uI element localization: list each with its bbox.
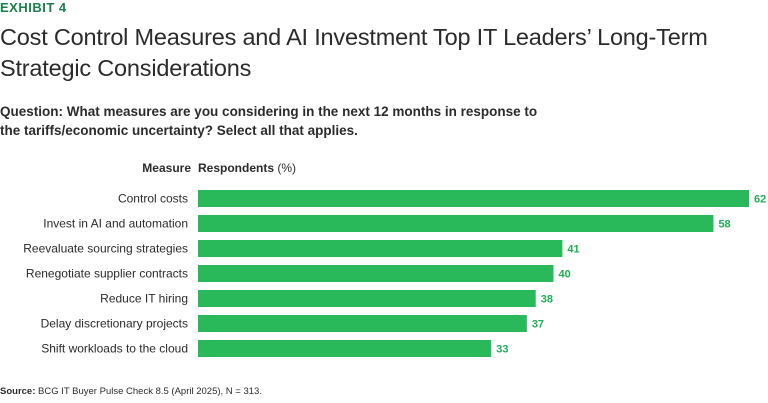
category-label: Reduce IT hiring	[100, 292, 188, 306]
exhibit-label: EXHIBIT 4	[0, 0, 67, 15]
category-label: Renegotiate supplier contracts	[26, 267, 188, 281]
value-label: 38	[541, 294, 553, 306]
value-label: 40	[558, 269, 570, 281]
source-note: Source: BCG IT Buyer Pulse Check 8.5 (Ap…	[0, 386, 262, 397]
bar	[198, 240, 563, 257]
value-label: 41	[567, 244, 579, 256]
column-header-unit: (%)	[277, 161, 297, 175]
bar	[198, 290, 536, 307]
bar	[198, 265, 554, 282]
bar	[198, 215, 714, 232]
value-label: 37	[532, 319, 544, 331]
category-label: Invest in AI and automation	[43, 217, 188, 231]
category-label: Reevaluate sourcing strategies	[23, 242, 188, 256]
value-label: 58	[718, 219, 730, 231]
column-header-respondents-label: Respondents	[198, 161, 275, 175]
source-label: Source:	[0, 386, 36, 397]
category-label: Delay discretionary projects	[41, 317, 188, 331]
bar	[198, 315, 527, 332]
column-header-respondents: Respondents (%)	[198, 161, 296, 175]
source-text: BCG IT Buyer Pulse Check 8.5 (April 2025…	[38, 386, 262, 397]
chart-title: Cost Control Measures and AI Investment …	[0, 24, 708, 81]
value-label: 62	[754, 194, 766, 206]
category-label: Shift workloads to the cloud	[41, 342, 188, 356]
value-label: 33	[496, 344, 508, 356]
survey-question: Question: What measures are you consider…	[0, 104, 538, 138]
bar	[198, 190, 749, 207]
category-label: Control costs	[118, 192, 188, 206]
bar	[198, 340, 492, 357]
column-header-measure: Measure	[142, 161, 191, 175]
